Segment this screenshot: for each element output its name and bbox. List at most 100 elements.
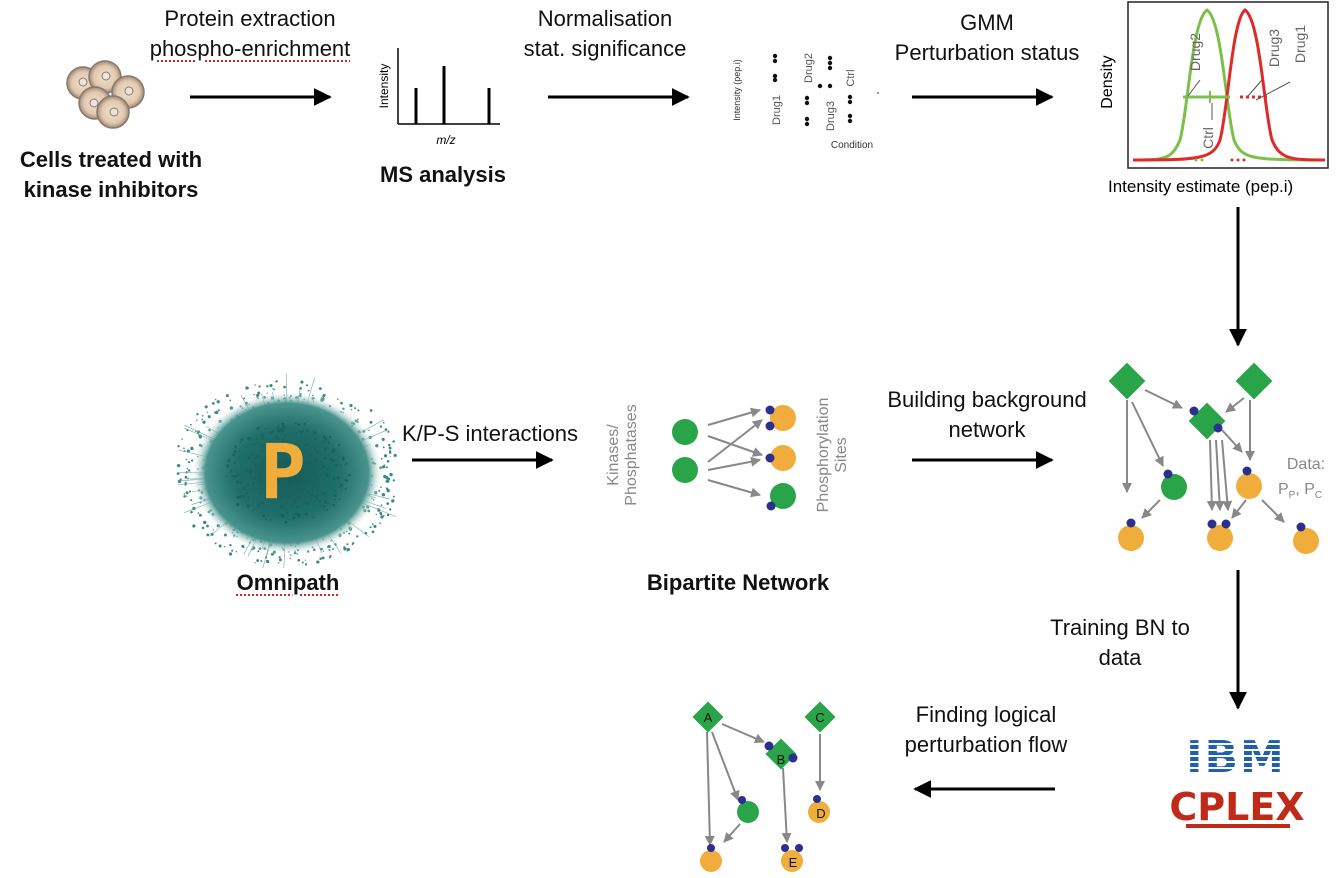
bipartite-network-label: Bipartite Network [646,570,830,595]
protein-extraction-label: Protein extraction phospho-enrichment [100,4,400,64]
network-node-dot [289,462,292,465]
ms-analysis-label: MS analysis [380,162,506,187]
network-node-dot [235,551,238,553]
network-node-dot [284,521,288,524]
network-node-dot [238,450,241,453]
network-node-dot [385,487,389,490]
node-b-label: B [777,752,786,767]
network-node-dot [310,498,313,501]
ibm-logo-text: IBM [1186,732,1286,783]
network-node-dot [288,470,291,474]
network-node-dot [315,459,318,461]
network-node-dot [206,411,208,413]
network-node-dot [273,455,275,458]
network-node-dot [299,430,303,434]
network-node-dot [258,473,260,475]
network-node-dot [334,463,338,467]
protein-line1: Protein extraction [164,6,336,31]
network-node-dot [245,492,248,495]
network-node-dot [281,460,285,464]
network-node-dot [338,444,341,447]
network-node-dot [239,494,243,498]
kinase-node [672,457,698,483]
network-node-dot [324,447,327,450]
network-node-dot [292,454,295,458]
background-line2: network [948,417,1026,442]
network-node-dot [299,454,301,456]
network-node-dot [181,438,183,440]
network-node-dot [288,518,291,521]
network-node-dot [217,409,220,412]
network-node-dot [325,473,329,477]
network-node-dot [276,501,278,504]
network-node-dot [245,386,249,390]
network-node-dot [273,461,275,463]
network-node-dot [339,483,343,487]
dot-plot-drug3: Drug3 [825,101,837,131]
network-node-dot [281,422,285,427]
network-node-dot [212,529,214,531]
network-node-dot [387,430,390,433]
network-node-dot [201,418,203,421]
kinases-label-line2: Phosphatases [623,404,640,505]
density-drug3: Drug3 [1266,29,1282,67]
network-node-dot [275,436,279,440]
network-node-dot [319,474,322,477]
network-node-dot [300,380,304,384]
network-node-dot [386,479,390,483]
network-node-dot [305,484,307,487]
network-node-dot [239,482,242,484]
network-node-dot [233,462,236,464]
network-node-dot [369,420,373,424]
network-node-dot [322,550,325,552]
sites-label-line1: Phosphorylation [815,398,832,513]
network-node-dot [313,462,316,465]
network-node-dot [229,458,231,460]
network-node-dot [382,446,385,449]
network-node-dot [242,487,246,490]
node-e-label: E [789,855,798,870]
network-node-dot [259,492,262,495]
building-network-label: Building background network [852,385,1122,445]
network-node-dot [379,522,381,525]
network-node-dot [258,385,261,388]
network-node-dot [176,463,181,468]
network-node-dot [252,476,256,480]
network-node-dot [247,498,250,501]
network-node-dot [278,558,282,562]
network-node-dot [328,505,331,507]
network-node-dot [392,479,395,482]
network-node-dot [305,429,309,432]
network-node-dot [283,385,286,389]
network-node-dot [274,469,276,472]
network-node-dot [290,504,294,507]
site-node [770,405,796,431]
network-node-dot [310,492,314,496]
network-node-dot [257,391,261,395]
network-node-dot [246,504,251,508]
network-node-dot [339,464,342,467]
network-node-dot [255,464,258,466]
network-node-dot [295,505,299,509]
network-node-dot [259,464,263,467]
network-node-dot [329,473,331,476]
network-node-dot [264,475,268,479]
network-node-dot [327,441,331,445]
network-node-dot [322,440,325,443]
network-node-dot [296,472,299,475]
network-node-dot [328,548,331,551]
kinases-label-line1: Kinases/ [605,424,622,486]
network-node-dot [187,477,189,480]
network-node-dot [314,481,317,484]
network-node-dot [344,464,346,466]
site-node [770,483,796,509]
network-node-dot [382,514,385,517]
network-node-dot [187,460,191,464]
network-node-dot [329,555,332,558]
network-node-dot [232,475,234,478]
network-node-dot [256,559,260,562]
network-node-dot [332,477,336,480]
network-node-dot [332,448,336,452]
network-node-dot [275,456,279,460]
network-node-dot [303,501,307,505]
